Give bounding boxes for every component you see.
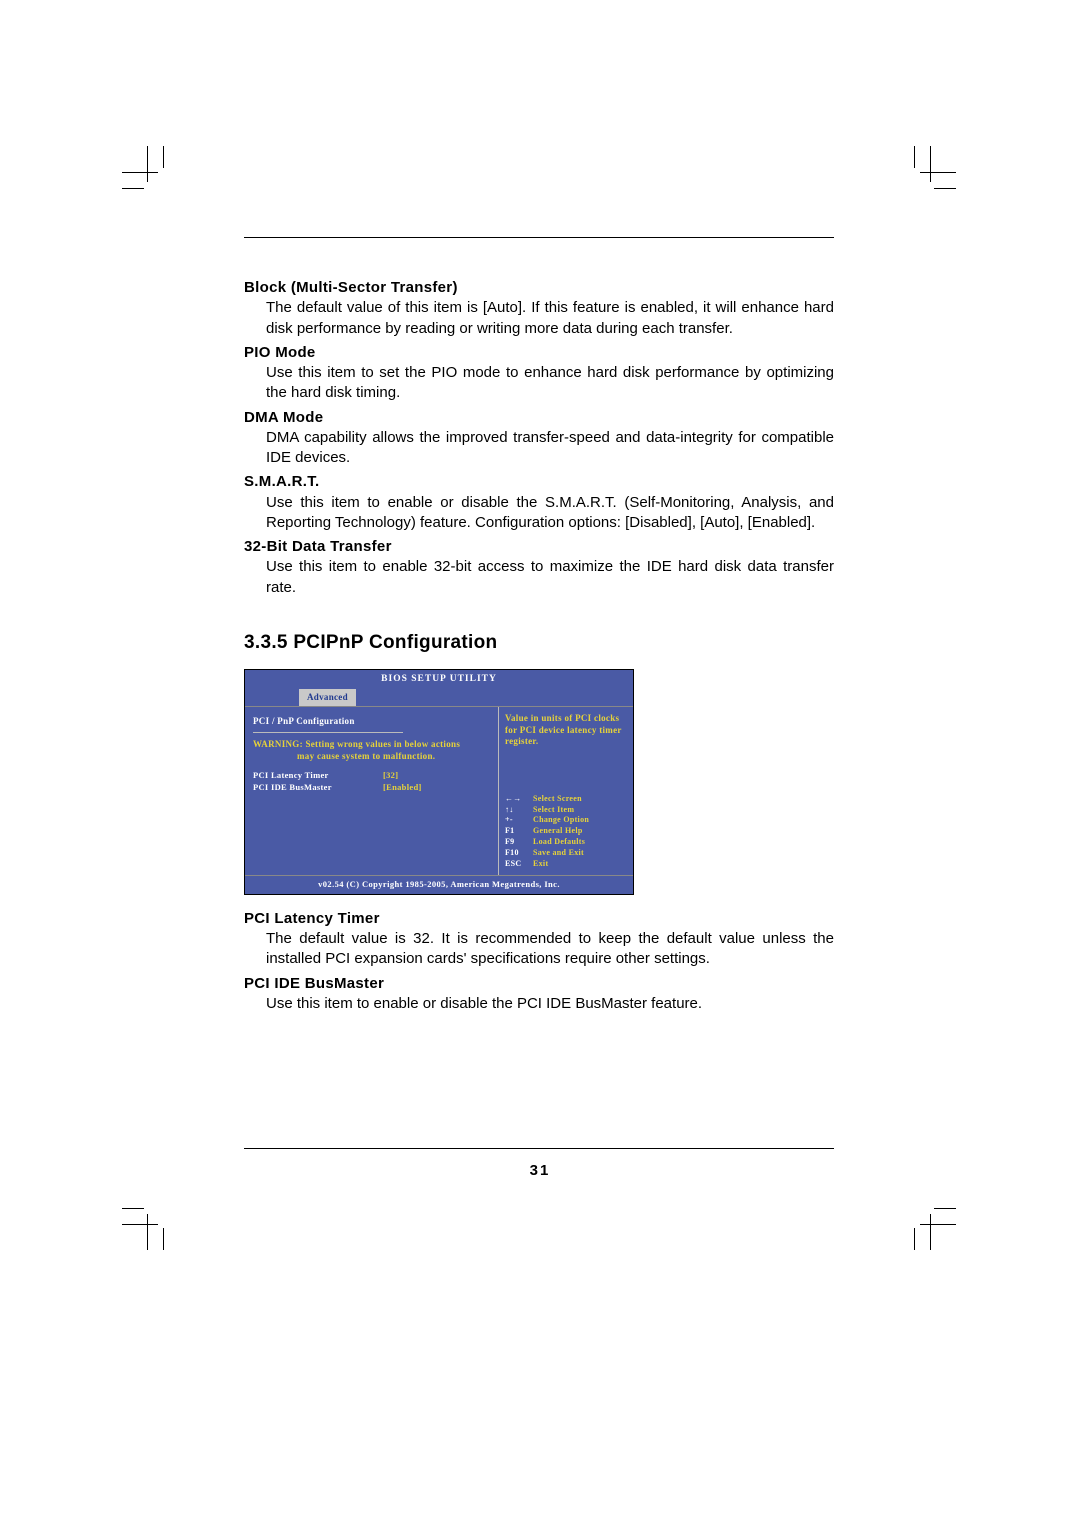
bios-setting-row: PCI IDE BusMaster [Enabled]: [253, 782, 490, 793]
bios-key: F1: [505, 826, 533, 837]
setting-title: 32-Bit Data Transfer: [244, 537, 834, 557]
bios-warning: WARNING: Setting wrong values in below a…: [253, 739, 490, 762]
bios-setting-row: PCI Latency Timer [32]: [253, 770, 490, 781]
bios-key: F9: [505, 837, 533, 848]
page-number: 31: [0, 1162, 1080, 1179]
setting-body: Use this item to enable or disable the S…: [244, 493, 834, 534]
bios-setting-label: PCI Latency Timer: [253, 770, 383, 781]
bios-tabs: Advanced: [245, 689, 633, 706]
bios-key: ESC: [505, 859, 533, 870]
bios-key: F10: [505, 848, 533, 859]
setting-body: Use this item to set the PIO mode to enh…: [244, 363, 834, 404]
setting-item: 32-Bit Data Transfer Use this item to en…: [244, 537, 834, 598]
bios-key-desc: Change Option: [533, 815, 589, 826]
bios-footer: v02.54 (C) Copyright 1985-2005, American…: [245, 876, 633, 893]
bios-divider: [253, 732, 403, 733]
bios-tab-spacer: [245, 689, 299, 706]
setting-body: The default value of this item is [Auto]…: [244, 298, 834, 339]
bios-setting-value: [Enabled]: [383, 782, 422, 793]
bios-key: ←→: [505, 794, 533, 805]
bios-warning-l2: may cause system to malfunction.: [253, 751, 490, 762]
setting-item: S.M.A.R.T. Use this item to enable or di…: [244, 472, 834, 533]
setting-item: DMA Mode DMA capability allows the impro…: [244, 408, 834, 469]
bios-left-panel: PCI / PnP Configuration WARNING: Setting…: [245, 707, 498, 875]
setting-item: PIO Mode Use this item to set the PIO mo…: [244, 343, 834, 404]
bios-key-help: ←→Select Screen ↑↓Select Item +-Change O…: [505, 794, 627, 870]
bios-warning-l1: WARNING: Setting wrong values in below a…: [253, 739, 460, 749]
bios-right-panel: Value in units of PCI clocks for PCI dev…: [498, 707, 633, 875]
setting-body: The default value is 32. It is recommend…: [244, 929, 834, 970]
bios-title: BIOS SETUP UTILITY: [245, 670, 633, 689]
top-rule: [244, 237, 834, 238]
bios-panel-title: PCI / PnP Configuration: [253, 715, 490, 727]
bios-setting-value: [32]: [383, 770, 398, 781]
bios-key: +-: [505, 815, 533, 826]
bios-key-desc: General Help: [533, 826, 583, 837]
bios-help-text: Value in units of PCI clocks for PCI dev…: [505, 713, 627, 747]
setting-item: PCI Latency Timer The default value is 3…: [244, 909, 834, 970]
bios-key-desc: Load Defaults: [533, 837, 585, 848]
setting-item: PCI IDE BusMaster Use this item to enabl…: [244, 974, 834, 1015]
bios-main: PCI / PnP Configuration WARNING: Setting…: [245, 706, 633, 876]
bios-key-desc: Select Screen: [533, 794, 582, 805]
setting-body: DMA capability allows the improved trans…: [244, 428, 834, 469]
setting-body: Use this item to enable 32-bit access to…: [244, 557, 834, 598]
setting-title: Block (Multi-Sector Transfer): [244, 278, 834, 298]
bios-key: ↑↓: [505, 805, 533, 816]
bios-setting-label: PCI IDE BusMaster: [253, 782, 383, 793]
bios-key-desc: Exit: [533, 859, 548, 870]
setting-title: PCI Latency Timer: [244, 909, 834, 929]
bios-key-desc: Select Item: [533, 805, 574, 816]
setting-title: PCI IDE BusMaster: [244, 974, 834, 994]
setting-title: PIO Mode: [244, 343, 834, 363]
bios-tab-advanced: Advanced: [299, 689, 356, 706]
setting-title: DMA Mode: [244, 408, 834, 428]
setting-title: S.M.A.R.T.: [244, 472, 834, 492]
page-body: Block (Multi-Sector Transfer) The defaul…: [244, 278, 834, 1018]
setting-body: Use this item to enable or disable the P…: [244, 994, 834, 1014]
bios-key-desc: Save and Exit: [533, 848, 584, 859]
bottom-rule: [244, 1148, 834, 1149]
section-heading: 3.3.5 PCIPnP Configuration: [244, 630, 834, 656]
bios-screenshot: BIOS SETUP UTILITY Advanced PCI / PnP Co…: [244, 669, 634, 894]
setting-item: Block (Multi-Sector Transfer) The defaul…: [244, 278, 834, 339]
